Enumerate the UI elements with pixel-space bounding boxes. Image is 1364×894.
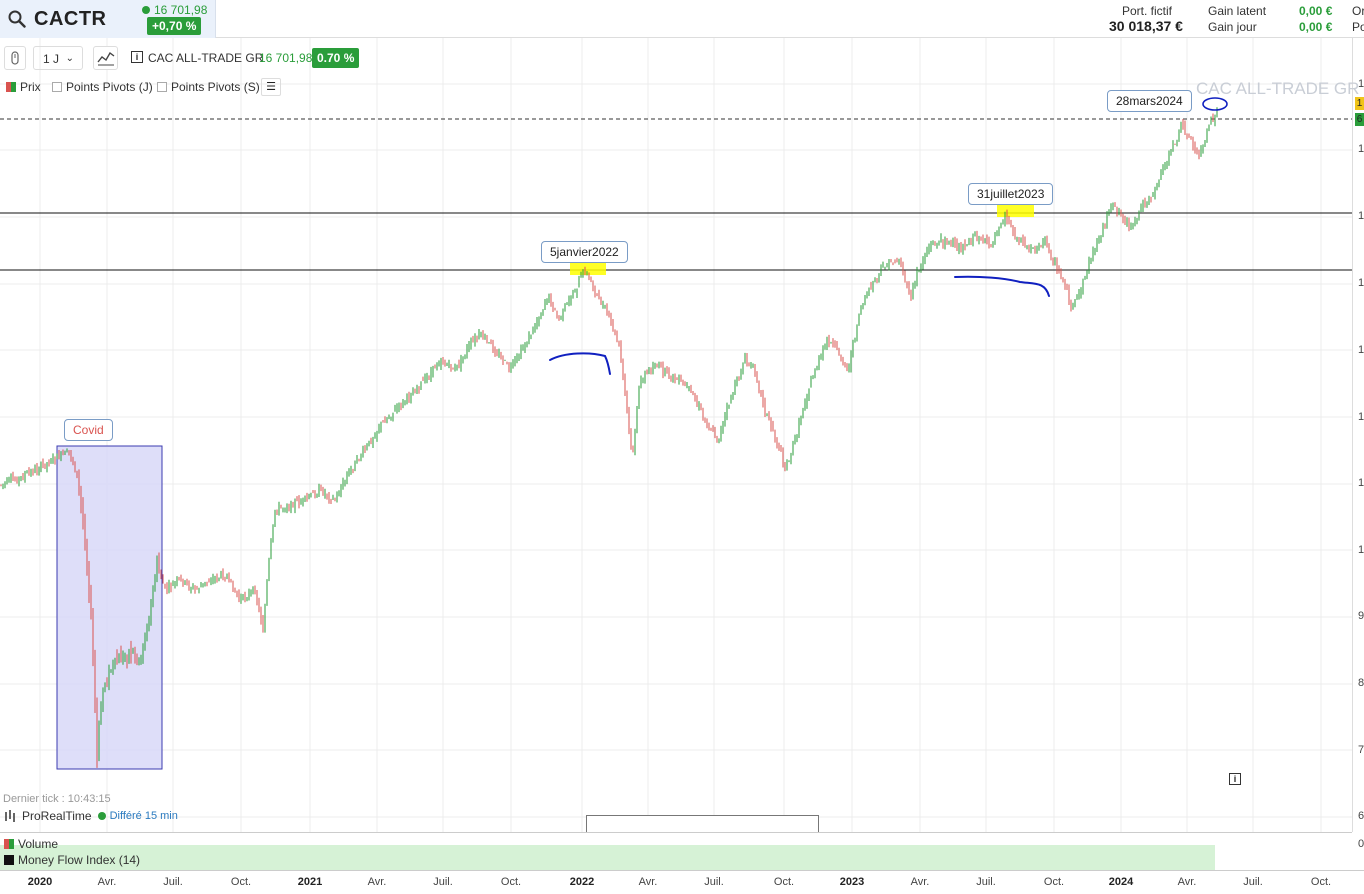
top-header: CACTR 16 701,98 +0,70 % Port. fictif 30 …: [0, 0, 1364, 38]
time-tick-label: Avr.: [638, 876, 658, 888]
mfi-label[interactable]: Money Flow Index (14): [4, 853, 140, 867]
time-tick-label: Juil.: [1243, 876, 1263, 888]
chart-type-button[interactable]: [93, 46, 118, 70]
last-price: 16 701,98: [142, 3, 207, 17]
time-tick-label: 2020: [27, 876, 53, 888]
quote-panel[interactable]: CACTR 16 701,98 +0,70 %: [0, 0, 216, 38]
price-tag: 6: [1355, 113, 1364, 126]
annotation-jan2022[interactable]: 5janvier2022: [541, 241, 628, 263]
time-tick-label: 2022: [569, 876, 595, 888]
highlight-jul2023: [997, 201, 1034, 217]
ink-circle-mar2024: [1202, 97, 1228, 111]
price-axis[interactable]: [1352, 38, 1364, 832]
last-tick-time: Dernier tick : 10:43:15: [3, 793, 111, 805]
time-tick-label: Oct.: [1310, 876, 1332, 888]
chart-watermark: CAC ALL-TRADE GR: [1196, 79, 1360, 98]
time-tick-label: Oct.: [1043, 876, 1065, 888]
price-tick-label: 9: [1358, 610, 1364, 622]
data-source: ProRealTime Différé 15 min: [4, 809, 178, 823]
instrument-price: 16 701,98: [259, 51, 313, 65]
price-swatch-icon: [6, 82, 16, 92]
price-tag: 1: [1355, 97, 1364, 110]
time-tick-label: Avr.: [367, 876, 387, 888]
gain-latent-value: 0,00 €: [1299, 4, 1333, 18]
annotation-covid[interactable]: Covid: [64, 419, 113, 441]
portfolio-value[interactable]: 30 018,37 €: [1109, 18, 1183, 34]
highlight-jan2022: [570, 259, 606, 275]
symbol-title[interactable]: CACTR: [34, 8, 107, 30]
price-tick-label: 1: [1358, 210, 1364, 222]
price-tick-label: 1: [1358, 78, 1364, 90]
annotation-jul2023[interactable]: 31juillet2023: [968, 183, 1054, 205]
time-tick-label: Juil.: [976, 876, 996, 888]
ink-mark-jan2022: [549, 352, 611, 375]
ink-mark-jul2023: [954, 275, 1050, 297]
time-tick-label: Avr.: [97, 876, 117, 888]
annotation-mar2024[interactable]: 28mars2024: [1107, 90, 1192, 112]
orders-label-cut: Or: [1352, 4, 1364, 18]
price-tick-label: 1: [1358, 411, 1364, 423]
price-tick-label: 1: [1358, 344, 1364, 356]
candles-icon: [5, 810, 15, 822]
indicator-pivots-weekly[interactable]: Points Pivots (S): [157, 80, 260, 94]
chart-info-icon[interactable]: i: [1229, 773, 1241, 785]
price-tick-label: 7: [1358, 744, 1364, 756]
indicator-list-button[interactable]: ☰: [261, 78, 281, 96]
time-tick-label: Juil.: [163, 876, 183, 888]
price-tick-label: 1: [1358, 277, 1364, 289]
price-chart[interactable]: [0, 38, 1352, 832]
volume-label[interactable]: Volume: [4, 837, 58, 851]
time-tick-label: Avr.: [1177, 876, 1197, 888]
positions-label-cut: Po: [1352, 20, 1364, 34]
time-tick-label: Oct.: [773, 876, 795, 888]
drag-handle-button[interactable]: [4, 46, 26, 70]
gain-latent-label: Gain latent: [1208, 4, 1267, 18]
time-tick-label: 2024: [1108, 876, 1134, 888]
time-tick-label: 2023: [839, 876, 865, 888]
price-tick-label: 0: [1358, 838, 1364, 850]
time-tick-label: Oct.: [500, 876, 522, 888]
checkbox-icon[interactable]: [52, 82, 62, 92]
delay-status-icon: [97, 812, 106, 820]
time-tick-label: Oct.: [230, 876, 252, 888]
info-icon[interactable]: i: [131, 51, 143, 63]
time-tick-label: Juil.: [433, 876, 453, 888]
live-dot-icon: [142, 6, 150, 14]
price-tick-label: 1: [1358, 477, 1364, 489]
volume-swatch-icon: [4, 839, 14, 849]
covid-zone: [56, 445, 163, 770]
instrument-name: CAC ALL-TRADE GR: [148, 51, 264, 65]
time-axis[interactable]: [0, 870, 1364, 894]
mfi-area: [0, 845, 1215, 870]
indicator-pivots-daily[interactable]: Points Pivots (J): [52, 80, 153, 94]
period-select[interactable]: 1 J ⌄: [33, 46, 83, 70]
price-tick-label: 6: [1358, 810, 1364, 822]
chevron-down-icon: ⌄: [65, 53, 74, 64]
list-icon: ☰: [266, 81, 276, 93]
gain-jour-value: 0,00 €: [1299, 20, 1333, 34]
indicator-prix[interactable]: Prix: [6, 80, 41, 94]
instrument-change-badge: 0.70 %: [312, 48, 360, 68]
price-tick-label: 8: [1358, 677, 1364, 689]
search-icon[interactable]: [8, 10, 26, 28]
price-tick-label: 1: [1358, 143, 1364, 155]
gain-jour-label: Gain jour: [1208, 20, 1257, 34]
hand-icon: [11, 51, 19, 65]
portfolio-label: Port. fictif: [1122, 4, 1173, 18]
change-badge: +0,70 %: [147, 17, 202, 35]
chart-style-icon: [96, 51, 114, 66]
time-tick-label: Avr.: [910, 876, 930, 888]
price-tick-label: 1: [1358, 544, 1364, 556]
time-tick-label: Juil.: [704, 876, 724, 888]
mfi-swatch-icon: [4, 855, 14, 865]
time-tick-label: 2021: [297, 876, 323, 888]
checkbox-icon[interactable]: [157, 82, 167, 92]
